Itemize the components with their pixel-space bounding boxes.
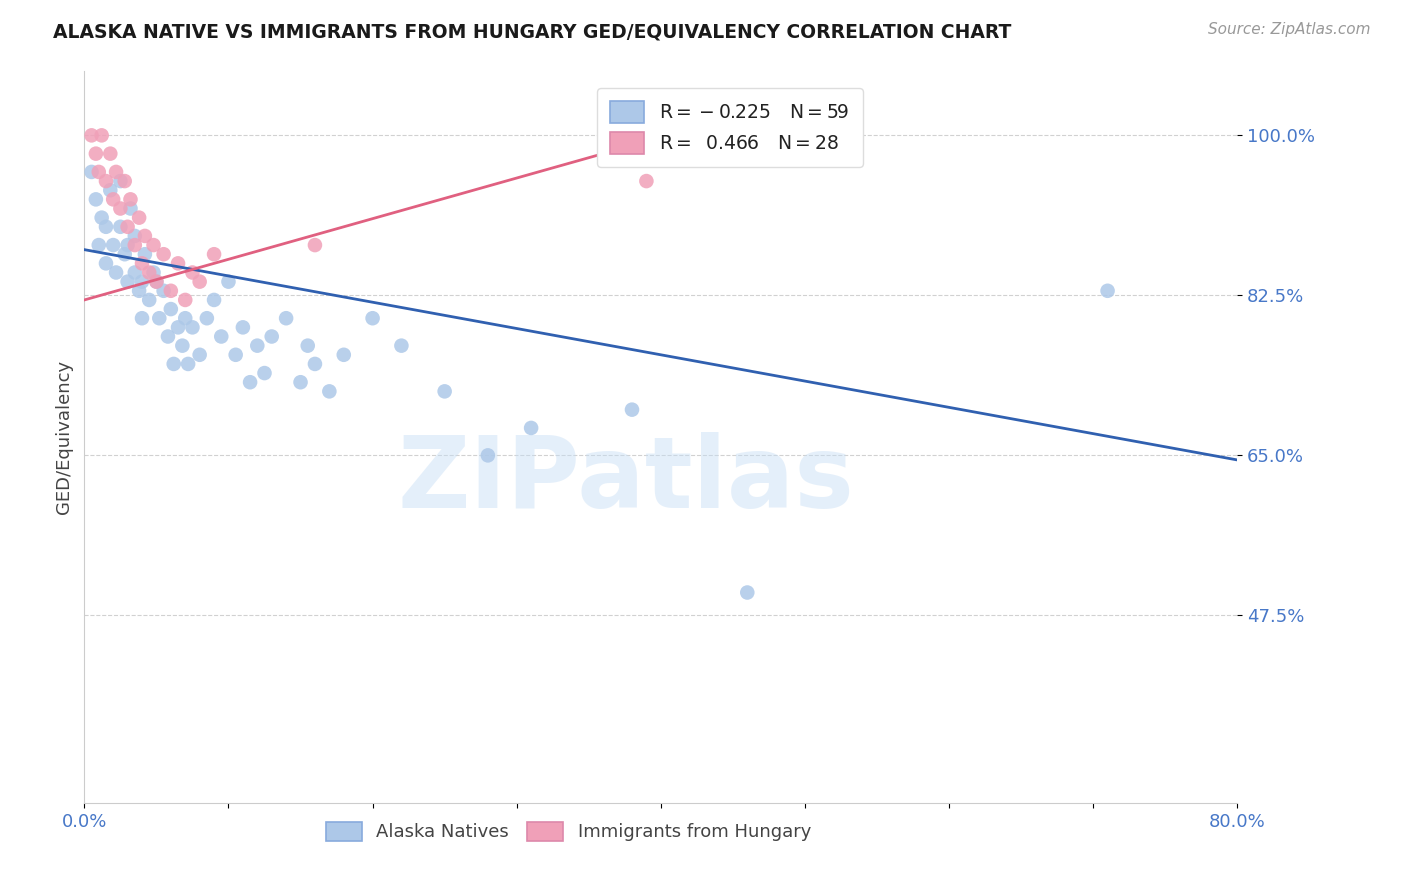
Point bbox=[202, 293, 225, 307]
Point bbox=[152, 284, 174, 298]
Point bbox=[177, 357, 200, 371]
Point bbox=[124, 266, 146, 280]
Point bbox=[181, 320, 204, 334]
Point bbox=[114, 174, 136, 188]
Point bbox=[128, 211, 150, 225]
Point bbox=[124, 238, 146, 252]
Point bbox=[260, 329, 283, 343]
Point bbox=[160, 284, 183, 298]
Point bbox=[110, 219, 132, 234]
Point bbox=[120, 192, 142, 206]
Text: ALASKA NATIVE VS IMMIGRANTS FROM HUNGARY GED/EQUIVALENCY CORRELATION CHART: ALASKA NATIVE VS IMMIGRANTS FROM HUNGARY… bbox=[53, 22, 1012, 41]
Point bbox=[636, 174, 658, 188]
Point bbox=[87, 238, 110, 252]
Text: Source: ZipAtlas.com: Source: ZipAtlas.com bbox=[1208, 22, 1371, 37]
Point bbox=[304, 238, 326, 252]
Point bbox=[80, 128, 103, 143]
Point bbox=[181, 266, 204, 280]
Point bbox=[232, 320, 254, 334]
Point bbox=[117, 238, 139, 252]
Point bbox=[80, 165, 103, 179]
Point bbox=[103, 192, 124, 206]
Point bbox=[333, 348, 356, 362]
Point bbox=[172, 338, 194, 352]
Point bbox=[120, 202, 142, 216]
Point bbox=[152, 247, 174, 261]
Point bbox=[304, 357, 326, 371]
Point bbox=[142, 238, 165, 252]
Point bbox=[87, 165, 110, 179]
Point bbox=[117, 275, 139, 289]
Point bbox=[477, 448, 499, 462]
Point bbox=[145, 275, 167, 289]
Point bbox=[134, 228, 156, 243]
Point bbox=[103, 238, 124, 252]
Point bbox=[148, 311, 170, 326]
Point bbox=[167, 256, 190, 270]
Point bbox=[138, 266, 160, 280]
Point bbox=[124, 228, 146, 243]
Point bbox=[94, 174, 117, 188]
Point bbox=[105, 165, 128, 179]
Point bbox=[621, 402, 644, 417]
Point bbox=[114, 247, 136, 261]
Legend: Alaska Natives, Immigrants from Hungary: Alaska Natives, Immigrants from Hungary bbox=[319, 814, 818, 848]
Point bbox=[131, 275, 153, 289]
Point bbox=[98, 146, 121, 161]
Point bbox=[156, 329, 179, 343]
Point bbox=[110, 174, 132, 188]
Point bbox=[209, 329, 232, 343]
Point bbox=[1097, 284, 1119, 298]
Point bbox=[105, 266, 128, 280]
Point bbox=[117, 219, 139, 234]
Point bbox=[134, 247, 156, 261]
Point bbox=[276, 311, 298, 326]
Point bbox=[94, 256, 117, 270]
Point bbox=[98, 183, 121, 197]
Point bbox=[145, 275, 167, 289]
Point bbox=[138, 293, 160, 307]
Point bbox=[188, 275, 211, 289]
Point bbox=[290, 375, 312, 389]
Y-axis label: GED/Equivalency: GED/Equivalency bbox=[55, 360, 73, 514]
Point bbox=[225, 348, 247, 362]
Point bbox=[128, 284, 150, 298]
Point bbox=[318, 384, 340, 399]
Point bbox=[174, 311, 197, 326]
Point bbox=[90, 211, 112, 225]
Point bbox=[94, 219, 117, 234]
Point bbox=[142, 266, 165, 280]
Point bbox=[202, 247, 225, 261]
Point bbox=[361, 311, 384, 326]
Point bbox=[163, 357, 186, 371]
Point bbox=[167, 320, 190, 334]
Point bbox=[174, 293, 197, 307]
Point bbox=[131, 256, 153, 270]
Point bbox=[520, 421, 543, 435]
Point bbox=[737, 585, 759, 599]
Point bbox=[433, 384, 456, 399]
Point bbox=[195, 311, 218, 326]
Point bbox=[297, 338, 319, 352]
Point bbox=[188, 348, 211, 362]
Text: ZIPatlas: ZIPatlas bbox=[398, 433, 855, 530]
Point bbox=[90, 128, 112, 143]
Point bbox=[253, 366, 276, 380]
Point bbox=[110, 202, 132, 216]
Point bbox=[218, 275, 240, 289]
Point bbox=[84, 192, 107, 206]
Point bbox=[391, 338, 413, 352]
Point bbox=[246, 338, 269, 352]
Point bbox=[160, 301, 183, 317]
Point bbox=[84, 146, 107, 161]
Point bbox=[131, 311, 153, 326]
Point bbox=[239, 375, 262, 389]
